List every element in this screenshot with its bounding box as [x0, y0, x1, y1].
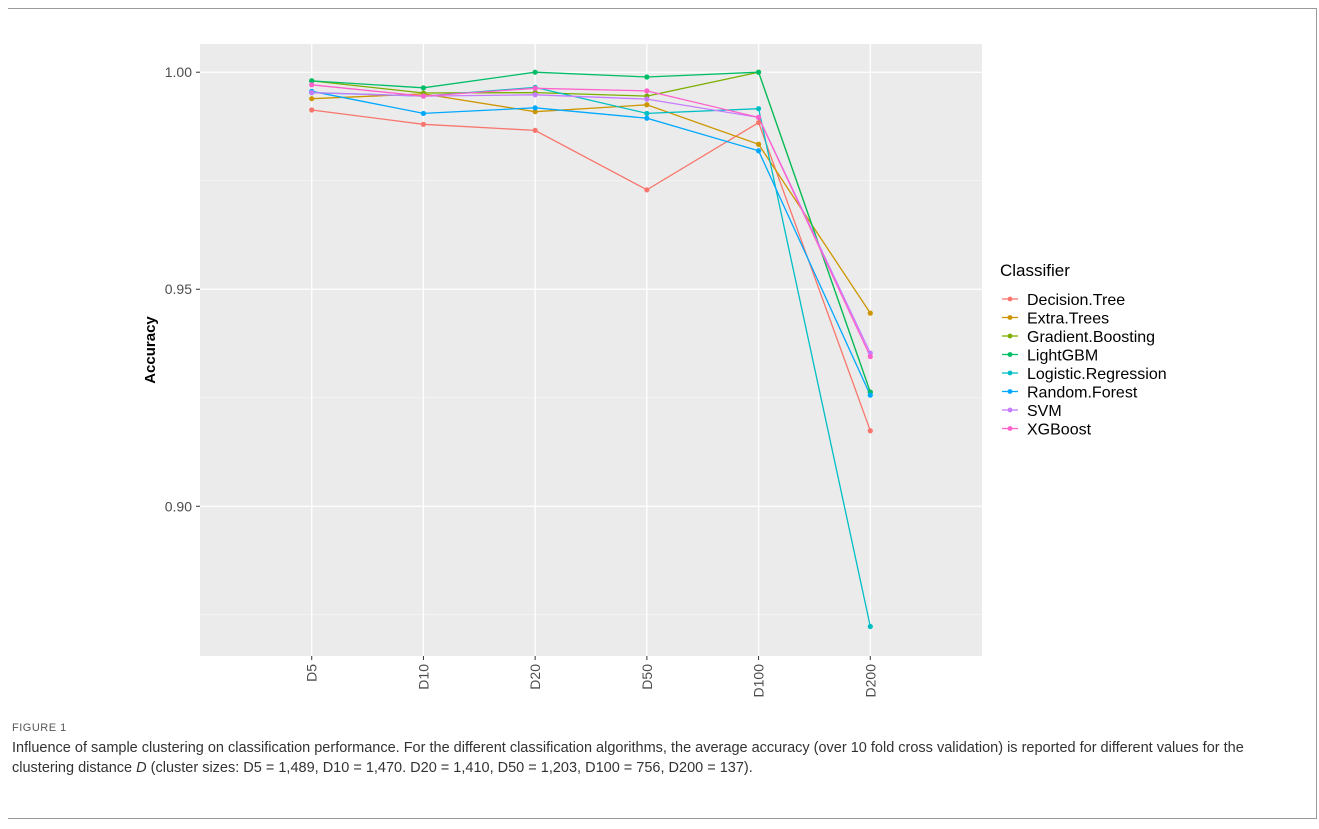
data-point: [755, 119, 762, 126]
data-point: [532, 127, 538, 133]
data-point: [644, 110, 650, 117]
x-tick-label: D200: [862, 664, 878, 698]
legend: Classifier Decision.Tree Extra.TreesGradi…: [1000, 261, 1167, 439]
y-tick-label: 1.00: [165, 64, 192, 80]
legend-label: Random.Forest: [1027, 385, 1138, 402]
x-tick-label: D20: [527, 664, 543, 690]
x-tick-label: D100: [751, 664, 767, 698]
data-point: [420, 93, 427, 99]
legend-label: LightGBM: [1027, 348, 1098, 365]
series-line: [311, 71, 871, 393]
legend-label: Extra.Trees: [1027, 311, 1109, 328]
figure-frame: [8, 8, 1317, 819]
series-line: [311, 84, 871, 357]
data-point: [755, 114, 762, 120]
data-point: [532, 92, 538, 98]
data-point: [755, 69, 762, 75]
caption-text-2: (cluster sizes: D5 = 1,489, D10 = 1,470.…: [146, 760, 753, 776]
data-point: [309, 107, 315, 113]
figure-caption: Influence of sample clustering on classi…: [12, 738, 1302, 778]
data-point: [532, 105, 538, 111]
y-tick-label: 0.90: [165, 498, 192, 514]
data-point: [532, 85, 538, 91]
legend-label: SVM: [1027, 403, 1062, 420]
legend-key-point: [1007, 352, 1013, 357]
legend-key-point: [1007, 333, 1013, 339]
legend-key-point: [1007, 426, 1013, 431]
caption-text-1: Influence of sample clustering on classi…: [12, 740, 1244, 776]
y-tick-label: 0.95: [165, 281, 192, 297]
series-line: [311, 90, 871, 396]
plot-background: [200, 44, 982, 656]
series-lines: [311, 71, 871, 627]
legend-label: Decision.Tree: [1027, 292, 1125, 309]
data-point: [867, 353, 873, 360]
data-point: [420, 85, 427, 91]
data-point: [867, 428, 873, 434]
series-line: [311, 109, 871, 431]
data-point: [532, 69, 538, 75]
chart: 0.90 0.95 1.00 D5 D10 D20 D50 D100 D200 Accurac…: [142, 44, 1167, 698]
data-point: [644, 96, 650, 102]
data-point: [309, 96, 315, 102]
legend-label: Logistic.Regression: [1027, 366, 1167, 383]
data-point: [755, 106, 762, 112]
data-point: [420, 110, 427, 117]
data-point: [644, 74, 650, 80]
data-point: [309, 82, 315, 88]
data-point: [644, 102, 650, 108]
data-point: [867, 392, 873, 398]
data-point: [755, 141, 762, 147]
data-point: [755, 148, 762, 154]
y-axis: 0.90 0.95 1.00: [165, 64, 200, 514]
data-point: [532, 109, 538, 115]
y-axis-title: Accuracy: [142, 316, 159, 384]
series-points: [309, 69, 873, 630]
data-point: [309, 78, 315, 84]
legend-key-point: [1007, 407, 1013, 413]
x-axis: D5 D10 D20 D50 D100 D200: [304, 656, 878, 698]
legend-key-point: [1007, 389, 1013, 394]
data-point: [867, 623, 873, 630]
x-tick-label: D5: [304, 664, 320, 682]
legend-key-point: [1007, 315, 1013, 320]
legend-key-point: [1007, 296, 1013, 302]
data-point: [644, 187, 650, 193]
legend-title: Classifier: [1000, 261, 1070, 280]
data-point: [309, 90, 315, 96]
caption-variable: D: [136, 760, 147, 776]
legend-key-point: [1007, 370, 1013, 376]
data-point: [644, 115, 650, 121]
figure-label: FIGURE 1: [12, 722, 67, 734]
data-point: [644, 88, 650, 94]
legend-label: Gradient.Boosting: [1027, 329, 1155, 346]
x-tick-label: D50: [639, 664, 655, 690]
x-tick-label: D10: [415, 664, 431, 690]
legend-label: XGBoost: [1027, 422, 1092, 439]
data-point: [867, 310, 873, 316]
minor-gridlines: [200, 180, 982, 616]
data-point: [420, 121, 427, 127]
